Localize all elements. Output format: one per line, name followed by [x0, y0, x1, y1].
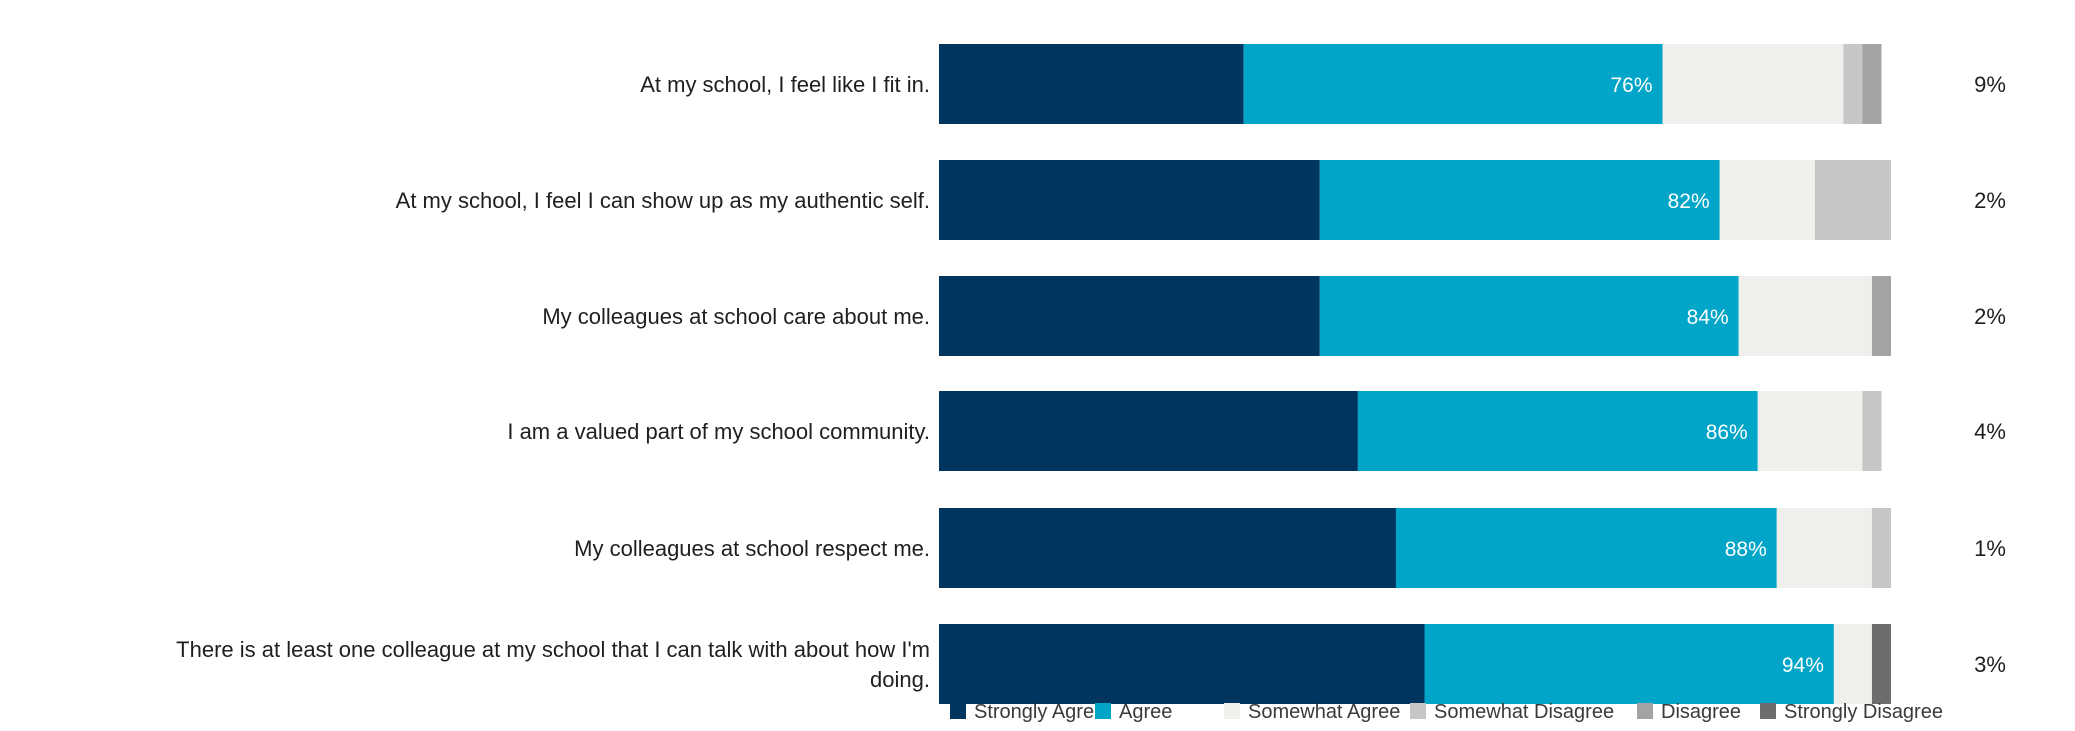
category-label: There is at least one colleague at my sc… [176, 637, 930, 662]
category-label: doing. [870, 667, 930, 692]
bar-segment-strongly-agree [939, 44, 1244, 124]
bar-segment-disagree [1862, 44, 1882, 124]
bar-segment-strongly-agree [939, 160, 1320, 240]
bar-segment-disagree [1871, 276, 1891, 356]
bar-segment-somewhat-disagree [1843, 44, 1863, 124]
agree-total-label: 88% [1725, 538, 1767, 561]
bar-segment-somewhat-agree [1738, 276, 1872, 356]
agree-total-label: 86% [1706, 421, 1748, 444]
agree-total-label: 94% [1782, 654, 1824, 677]
bar-segment-agree [1424, 624, 1834, 704]
bar-segment-agree [1319, 160, 1720, 240]
disagree-total-label: 1% [1974, 536, 2006, 561]
bar-segment-somewhat-agree [1719, 160, 1815, 240]
bar-segment-strongly-agree [939, 391, 1358, 471]
category-label: My colleagues at school respect me. [574, 536, 930, 561]
legend-swatch-somewhat-disagree [1410, 703, 1426, 719]
category-label: At my school, I feel I can show up as my… [396, 188, 930, 213]
bar-segment-somewhat-disagree [1871, 508, 1891, 588]
legend-label-strongly-agree: Strongly Agree [974, 701, 1105, 723]
legend-swatch-strongly-agree [950, 703, 966, 719]
bar-segment-agree [1357, 391, 1758, 471]
agree-total-label: 76% [1610, 74, 1652, 97]
legend-swatch-disagree [1637, 703, 1653, 719]
legend-swatch-agree [1095, 703, 1111, 719]
disagree-total-label: 9% [1974, 72, 2006, 97]
category-label: I am a valued part of my school communit… [507, 419, 930, 444]
disagree-total-label: 4% [1974, 419, 2006, 444]
legend-label-agree: Agree [1119, 701, 1172, 723]
legend-swatch-somewhat-agree [1224, 703, 1240, 719]
disagree-total-label: 2% [1974, 304, 2006, 329]
bar-segment-strongly-disagree [1871, 624, 1891, 704]
legend-label-strongly-disagree: Strongly Disagree [1784, 701, 1943, 723]
bar-segment-strongly-agree [939, 508, 1396, 588]
category-label: At my school, I feel like I fit in. [640, 72, 930, 97]
bar-segment-somewhat-agree [1833, 624, 1872, 704]
agree-total-label: 84% [1687, 306, 1729, 329]
legend-label-somewhat-disagree: Somewhat Disagree [1434, 701, 1614, 723]
category-label: My colleagues at school care about me. [542, 304, 930, 329]
agree-total-label: 82% [1668, 190, 1710, 213]
bar-segment-strongly-agree [939, 276, 1320, 356]
disagree-total-label: 2% [1974, 188, 2006, 213]
bar-segment-agree [1319, 276, 1739, 356]
legend-label-somewhat-agree: Somewhat Agree [1248, 701, 1400, 723]
bar-segment-somewhat-agree [1776, 508, 1872, 588]
bar-segment-somewhat-disagree [1862, 391, 1882, 471]
legend-label-disagree: Disagree [1661, 701, 1741, 723]
bar-segment-somewhat-agree [1757, 391, 1863, 471]
bar-segment-agree [1395, 508, 1777, 588]
bar-segment-agree [1243, 44, 1663, 124]
disagree-total-label: 3% [1974, 652, 2006, 677]
legend-swatch-strongly-disagree [1760, 703, 1776, 719]
bar-segment-strongly-agree [939, 624, 1425, 704]
bar-segment-somewhat-disagree [1814, 160, 1891, 240]
bar-segment-somewhat-agree [1662, 44, 1844, 124]
